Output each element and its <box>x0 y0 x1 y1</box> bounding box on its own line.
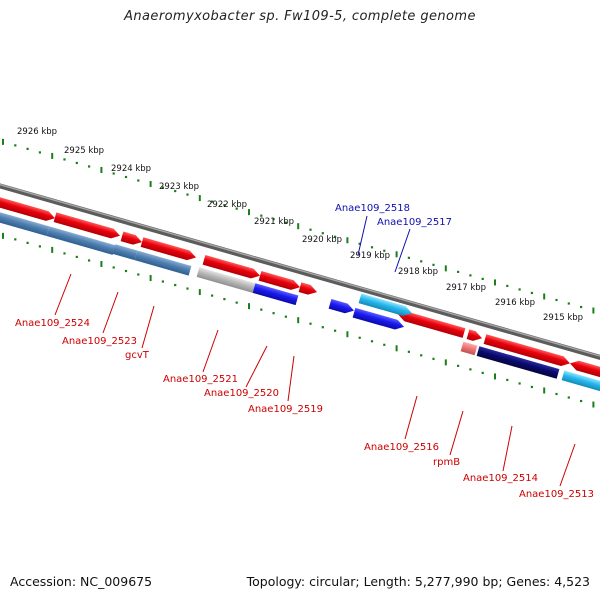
gene-label: Anae109_2521 <box>163 374 238 385</box>
gene-label: Anae109_2516 <box>364 442 439 453</box>
cds-bar <box>0 211 50 237</box>
gene-arrow <box>466 329 482 341</box>
gene-arrow <box>483 334 571 366</box>
gene-leader-line <box>449 410 464 456</box>
scale-label: 2916 kbp <box>495 298 535 308</box>
cds-bar <box>46 226 116 255</box>
gene-leader-line <box>357 215 368 256</box>
scale-label: 2917 kbp <box>446 283 486 293</box>
gene-leader-line <box>54 273 72 316</box>
cds-bar <box>196 267 256 293</box>
gene-leader-line <box>404 395 418 440</box>
cds-bar <box>460 341 478 356</box>
accession-label: Accession: NC_009675 <box>10 574 153 589</box>
scale-label: 2926 kbp <box>17 127 57 137</box>
gene-label: Anae109_2519 <box>248 404 323 415</box>
gene-arrow <box>53 212 121 239</box>
scale-label: 2918 kbp <box>398 267 438 277</box>
cds-bar <box>561 370 600 393</box>
scale-label: 2923 kbp <box>159 182 199 192</box>
scale-label: 2920 kbp <box>302 235 342 245</box>
gene-arrow <box>570 360 600 379</box>
gene-label: rpmB <box>433 457 460 468</box>
gene-arrow <box>202 254 260 279</box>
scale-label: 2919 kbp <box>350 251 390 261</box>
scale-label: 2925 kbp <box>64 146 104 156</box>
gene-leader-line <box>559 443 576 487</box>
gene-arrow <box>358 293 412 316</box>
cds-bar <box>252 283 299 306</box>
genome-summary: Topology: circular; Length: 5,277,990 bp… <box>246 574 590 589</box>
genome-backbone <box>0 183 600 360</box>
scale-label: 2922 kbp <box>207 200 247 210</box>
gene-leader-line <box>502 425 513 472</box>
gene-leader-line <box>141 305 155 349</box>
gene-label: Anae109_2518 <box>335 203 410 214</box>
cds-bar <box>134 250 192 276</box>
gene-leader-line <box>287 355 295 402</box>
gene-label: Anae109_2517 <box>377 217 452 228</box>
cds-bar <box>476 346 560 379</box>
gene-leader-line <box>202 329 219 373</box>
scale-label: 2915 kbp <box>543 313 583 323</box>
gene-arrow <box>0 196 56 221</box>
gene-label: Anae109_2520 <box>204 388 279 399</box>
genome-backbone-highlight <box>0 183 600 357</box>
gene-arrow <box>120 231 143 245</box>
gene-arrow <box>352 307 404 330</box>
gene-arrow <box>140 237 197 261</box>
scale-label: 2924 kbp <box>111 164 151 174</box>
gene-label: Anae109_2513 <box>519 489 594 500</box>
gene-arrow <box>258 270 301 290</box>
gene-label: gcvT <box>125 350 150 361</box>
gene-label: Anae109_2524 <box>15 318 90 329</box>
gene-arrow <box>398 311 466 338</box>
gene-arrow <box>298 282 318 295</box>
gene-leader-line <box>102 291 119 334</box>
gene-leader-line <box>394 228 411 273</box>
scale-label: 2921 kbp <box>254 217 294 227</box>
gene-label: Anae109_2523 <box>62 336 137 347</box>
gene-leader-line <box>245 345 268 388</box>
gene-label: Anae109_2514 <box>463 473 538 484</box>
cds-bar <box>112 244 138 261</box>
map-title: Anaeromyxobacter sp. Fw109-5, complete g… <box>124 9 476 24</box>
gene-arrow <box>328 298 355 314</box>
